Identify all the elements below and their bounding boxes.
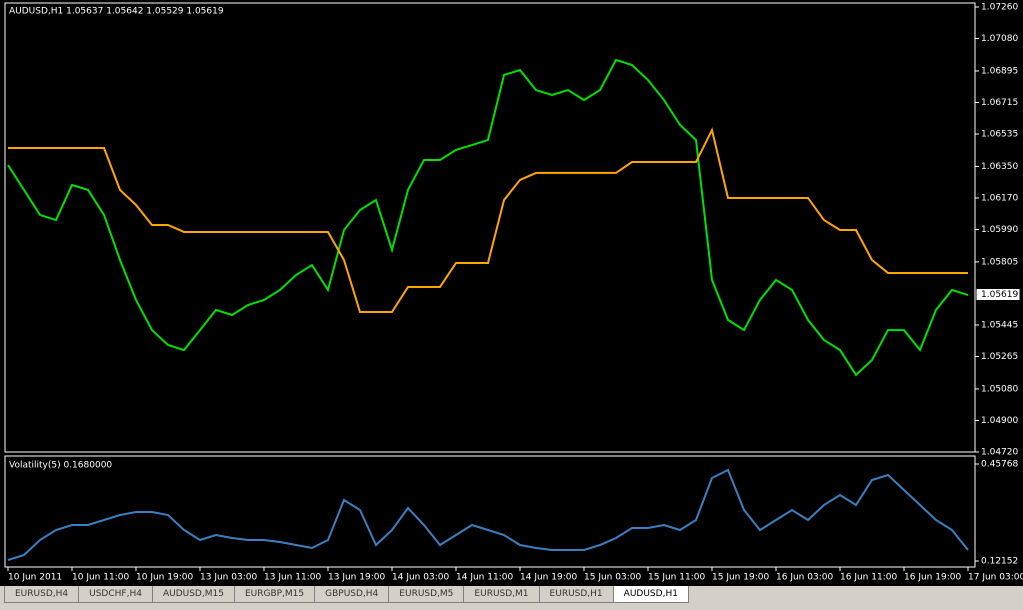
x-tick-label: 14 Jun 03:00 bbox=[392, 573, 449, 583]
indicator-frame bbox=[4, 455, 976, 568]
terminal-chart: AUDUSD,H1 1.05637 1.05642 1.05529 1.0561… bbox=[0, 0, 1023, 586]
x-tick-label: 10 Jun 11:00 bbox=[72, 573, 129, 583]
x-tick-label: 13 Jun 19:00 bbox=[328, 573, 385, 583]
y-tick-label: 1.07260 bbox=[981, 3, 1018, 13]
y-tick-label: 1.05265 bbox=[981, 352, 1018, 362]
symbol-tab[interactable]: AUDUSD,M15 bbox=[151, 586, 235, 603]
symbol-tab[interactable]: EURUSD,M5 bbox=[388, 586, 465, 603]
symbol-tab[interactable]: EURGBP,M15 bbox=[233, 586, 316, 603]
x-tick-label: 16 Jun 19:00 bbox=[904, 573, 961, 583]
x-tick-label: 16 Jun 11:00 bbox=[840, 573, 897, 583]
y-tick-label: 1.07080 bbox=[981, 34, 1018, 44]
x-tick-label: 13 Jun 11:00 bbox=[264, 573, 321, 583]
x-tick-label: 14 Jun 19:00 bbox=[520, 573, 577, 583]
symbol-tab[interactable]: EURUSD,H1 bbox=[538, 586, 614, 603]
price-frame bbox=[4, 2, 976, 453]
x-tick-label: 15 Jun 03:00 bbox=[584, 573, 641, 583]
x-tick-label: 16 Jun 03:00 bbox=[776, 573, 833, 583]
symbol-tab[interactable]: GBPUSD,H4 bbox=[314, 586, 390, 603]
x-tick-label: 13 Jun 03:00 bbox=[200, 573, 257, 583]
symbol-tab[interactable]: EURUSD,H4 bbox=[4, 586, 80, 603]
y-tick-label: 1.05445 bbox=[981, 320, 1018, 330]
y-tick-label: 1.06170 bbox=[981, 193, 1018, 203]
last-price-box bbox=[975, 287, 1021, 301]
series-line bbox=[7, 468, 969, 561]
symbol-tab[interactable]: USDCHF,H4 bbox=[78, 586, 153, 603]
y-tick-label: 1.06350 bbox=[981, 162, 1018, 172]
x-tick-label: 14 Jun 11:00 bbox=[456, 573, 513, 583]
y-tick-label: 1.05080 bbox=[981, 384, 1018, 394]
tab-bar: EURUSD,H4 USDCHF,H4 AUDUSD,M15 EURGBP,M15 GB… bbox=[0, 586, 1023, 610]
indicator-header: Volatility(5) 0.1680000 bbox=[9, 461, 112, 471]
y-tick-label: 1.04720 bbox=[981, 448, 1018, 458]
series-line bbox=[7, 58, 969, 377]
y-tick-label: 1.05990 bbox=[981, 225, 1018, 235]
y-tick-label: 1.05805 bbox=[981, 257, 1018, 267]
x-tick-label: 15 Jun 19:00 bbox=[712, 573, 769, 583]
x-tick-label: 10 Jun 2011 bbox=[8, 573, 62, 583]
price-header: AUDUSD,H1 1.05637 1.05642 1.05529 1.0561… bbox=[9, 7, 224, 17]
symbol-tab[interactable]: AUDUSD,H1 bbox=[612, 586, 689, 603]
y-tick-label: 1.06715 bbox=[981, 98, 1018, 108]
x-tick-label: 15 Jun 11:00 bbox=[648, 573, 705, 583]
x-tick-label: 17 Jun 03:00 bbox=[968, 573, 1023, 583]
series-line bbox=[8, 127, 968, 314]
y-tick-label: 1.06895 bbox=[981, 66, 1018, 76]
y-tick-label: 1.04900 bbox=[981, 416, 1018, 426]
y-tick-label: 0.45768 bbox=[981, 460, 1018, 470]
x-tick-label: 10 Jun 19:00 bbox=[136, 573, 193, 583]
y-tick-label: 0.12152 bbox=[981, 557, 1018, 567]
y-tick-label: 1.06535 bbox=[981, 130, 1018, 140]
symbol-tab[interactable]: EURUSD,M1 bbox=[463, 586, 540, 603]
last-price-label: 1.05619 bbox=[981, 290, 1018, 300]
background bbox=[0, 0, 1023, 586]
